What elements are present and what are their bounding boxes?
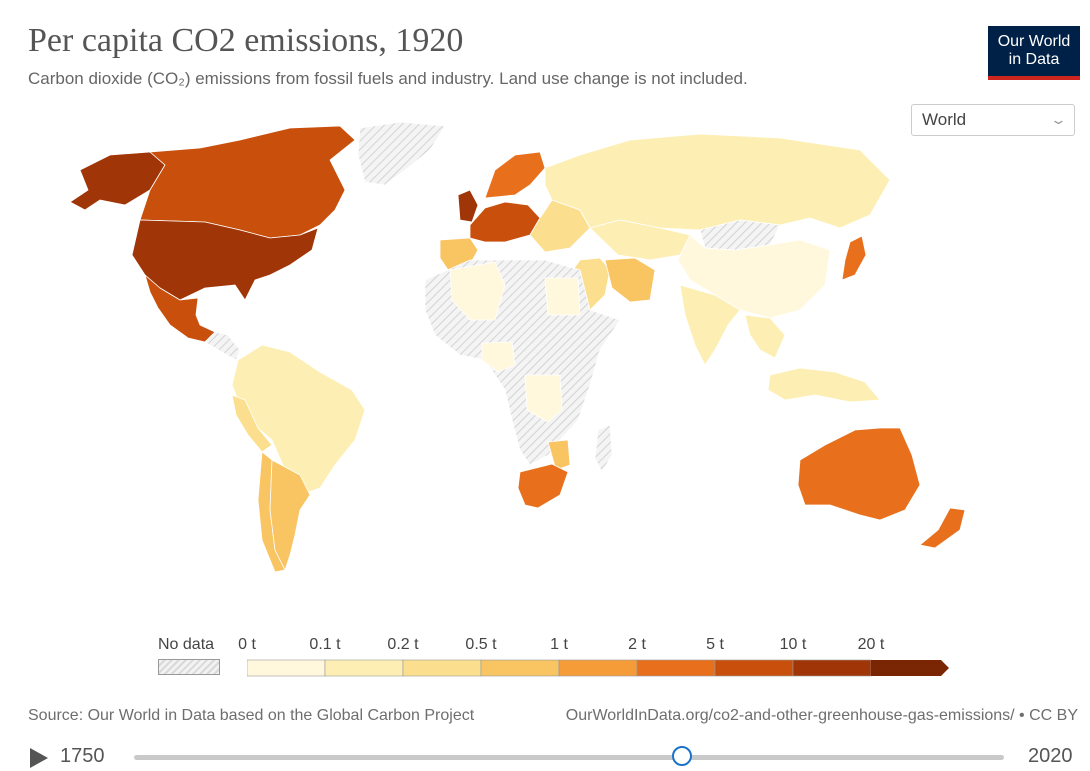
legend-swatch[interactable] bbox=[324, 659, 404, 677]
timeline-start-year: 1750 bbox=[60, 745, 105, 767]
region-india[interactable] bbox=[679, 284, 741, 366]
region-egypt[interactable] bbox=[544, 277, 581, 316]
legend-swatch[interactable] bbox=[558, 659, 638, 677]
legend-tick-label: 0.1 t bbox=[309, 636, 341, 653]
logo-line-2: in Data bbox=[1008, 51, 1060, 68]
region-australia[interactable] bbox=[797, 427, 921, 521]
region-canada[interactable] bbox=[139, 125, 356, 239]
legend-tick-label: 20 t bbox=[857, 636, 885, 653]
timeline-end-year: 2020 bbox=[1028, 745, 1073, 767]
region-mozambique[interactable] bbox=[547, 439, 571, 471]
legend-swatch[interactable] bbox=[714, 659, 794, 677]
region-greenland[interactable] bbox=[357, 121, 446, 186]
region-madagascar[interactable] bbox=[594, 424, 613, 473]
play-icon[interactable] bbox=[30, 748, 48, 768]
chevron-down-icon: ⌄ bbox=[1049, 112, 1068, 127]
legend-tick-label: 0 t bbox=[238, 636, 256, 653]
region-scandinavia[interactable] bbox=[484, 151, 546, 199]
legend-no-data-swatch[interactable] bbox=[158, 659, 220, 675]
region-indonesia[interactable] bbox=[767, 367, 881, 403]
region-west-europe[interactable] bbox=[469, 201, 541, 243]
region-peru[interactable] bbox=[231, 394, 273, 453]
timeline-track[interactable] bbox=[134, 755, 1004, 760]
region-alaska[interactable] bbox=[69, 151, 166, 211]
region-iran[interactable] bbox=[604, 257, 656, 303]
region-argentina[interactable] bbox=[269, 459, 311, 571]
region-select-value: World bbox=[922, 110, 967, 129]
region-algeria[interactable] bbox=[449, 261, 506, 321]
region-new-zealand[interactable] bbox=[919, 507, 966, 549]
timeline-handle[interactable] bbox=[672, 746, 693, 766]
legend-tick-label: 5 t bbox=[706, 636, 724, 653]
region-se-asia[interactable] bbox=[744, 314, 786, 359]
chart-title: Per capita CO2 emissions, 1920 bbox=[28, 22, 464, 59]
legend-color-bar[interactable] bbox=[247, 659, 953, 679]
legend-swatch[interactable] bbox=[636, 659, 716, 677]
world-map[interactable] bbox=[0, 110, 1090, 630]
legend-swatch[interactable] bbox=[792, 659, 872, 677]
legend-tick-label: 2 t bbox=[628, 636, 646, 653]
legend-swatch[interactable] bbox=[871, 660, 949, 676]
legend-swatch[interactable] bbox=[402, 659, 482, 677]
region-china[interactable] bbox=[677, 234, 831, 319]
legend-tick-label: 1 t bbox=[550, 636, 568, 653]
region-central-america[interactable] bbox=[204, 331, 241, 361]
region-congo[interactable] bbox=[524, 374, 563, 423]
region-south-africa[interactable] bbox=[517, 463, 569, 509]
legend-no-data-label: No data bbox=[158, 636, 215, 653]
chart-subtitle: Carbon dioxide (CO₂) emissions from foss… bbox=[28, 69, 748, 88]
legend-tick-label: 10 t bbox=[779, 636, 807, 653]
legend-swatch[interactable] bbox=[247, 659, 326, 677]
legend-tick-label: 0.2 t bbox=[387, 636, 419, 653]
region-select[interactable]: World ⌄ bbox=[911, 104, 1075, 136]
region-russia[interactable] bbox=[544, 133, 891, 231]
source-url-link[interactable]: OurWorldInData.org/co2-and-other-greenho… bbox=[565, 707, 1078, 724]
region-japan[interactable] bbox=[841, 235, 867, 281]
legend-tick-label: 0.5 t bbox=[465, 636, 497, 653]
owid-logo[interactable]: Our World in Data bbox=[988, 26, 1080, 80]
source-note: Source: Our World in Data based on the G… bbox=[28, 707, 475, 724]
region-uk[interactable] bbox=[457, 189, 479, 223]
logo-line-1: Our World bbox=[997, 33, 1071, 50]
region-nigeria[interactable] bbox=[481, 341, 516, 373]
legend-swatch[interactable] bbox=[480, 659, 560, 677]
